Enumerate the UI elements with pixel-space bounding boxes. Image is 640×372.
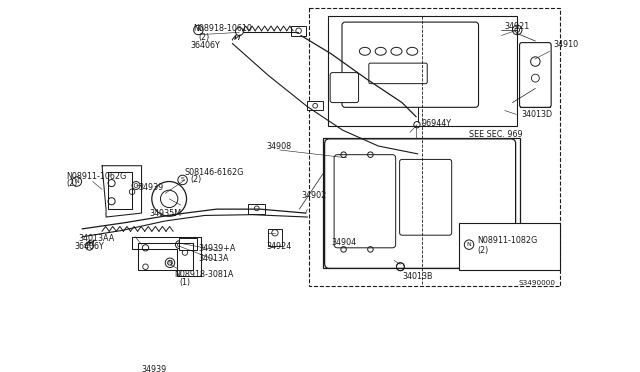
Text: 34939+A: 34939+A: [198, 244, 236, 253]
Text: 34939: 34939: [138, 183, 164, 192]
Text: 34910: 34910: [554, 41, 579, 49]
Text: 34013D: 34013D: [521, 110, 552, 119]
Text: N: N: [467, 242, 472, 247]
Text: 34902: 34902: [301, 191, 326, 200]
Ellipse shape: [391, 47, 402, 55]
Text: 34904: 34904: [331, 238, 356, 247]
Text: 34921: 34921: [504, 22, 530, 31]
Ellipse shape: [375, 47, 386, 55]
FancyBboxPatch shape: [330, 73, 358, 103]
FancyBboxPatch shape: [324, 139, 516, 268]
Bar: [179, 238, 196, 250]
Bar: [459, 222, 560, 270]
FancyBboxPatch shape: [520, 43, 551, 108]
Text: S3490000: S3490000: [519, 280, 556, 286]
Bar: [328, 16, 517, 126]
Text: (2): (2): [191, 176, 202, 185]
FancyBboxPatch shape: [399, 160, 452, 235]
Text: 34924: 34924: [266, 242, 291, 251]
Text: 34013B: 34013B: [402, 272, 433, 281]
Text: S08146-6162G: S08146-6162G: [185, 167, 244, 177]
FancyBboxPatch shape: [334, 155, 396, 248]
Bar: [268, 229, 282, 246]
Text: 34013A: 34013A: [198, 254, 229, 263]
Text: N08911-1082G: N08911-1082G: [477, 236, 537, 245]
Text: 34935M: 34935M: [149, 209, 182, 218]
Bar: [323, 138, 520, 268]
Text: 36406Y: 36406Y: [74, 242, 104, 251]
Bar: [520, 44, 550, 106]
Text: N08911-1062G: N08911-1062G: [67, 172, 127, 181]
Text: 96944Y: 96944Y: [422, 119, 452, 128]
Text: 34908: 34908: [266, 141, 291, 151]
Text: S: S: [180, 177, 184, 182]
Ellipse shape: [360, 47, 371, 55]
Text: N: N: [168, 260, 172, 265]
Bar: [248, 203, 266, 214]
Text: N: N: [196, 28, 201, 32]
Text: N08918-3081A: N08918-3081A: [175, 270, 234, 279]
FancyBboxPatch shape: [369, 63, 428, 84]
Bar: [309, 8, 560, 286]
Text: (1): (1): [179, 278, 191, 287]
Text: 34013AA: 34013AA: [79, 234, 115, 243]
Bar: [291, 26, 306, 35]
Text: 36406Y: 36406Y: [191, 41, 220, 50]
Text: (2): (2): [67, 179, 78, 187]
Text: (2): (2): [198, 33, 210, 42]
FancyBboxPatch shape: [342, 22, 479, 108]
Text: N08918-10610: N08918-10610: [193, 24, 252, 33]
Ellipse shape: [406, 47, 418, 55]
Text: N: N: [74, 179, 79, 184]
Text: 34939: 34939: [141, 365, 167, 372]
Text: SEE SEC. 969: SEE SEC. 969: [469, 131, 523, 140]
Bar: [307, 101, 323, 110]
Text: (2): (2): [477, 247, 488, 256]
